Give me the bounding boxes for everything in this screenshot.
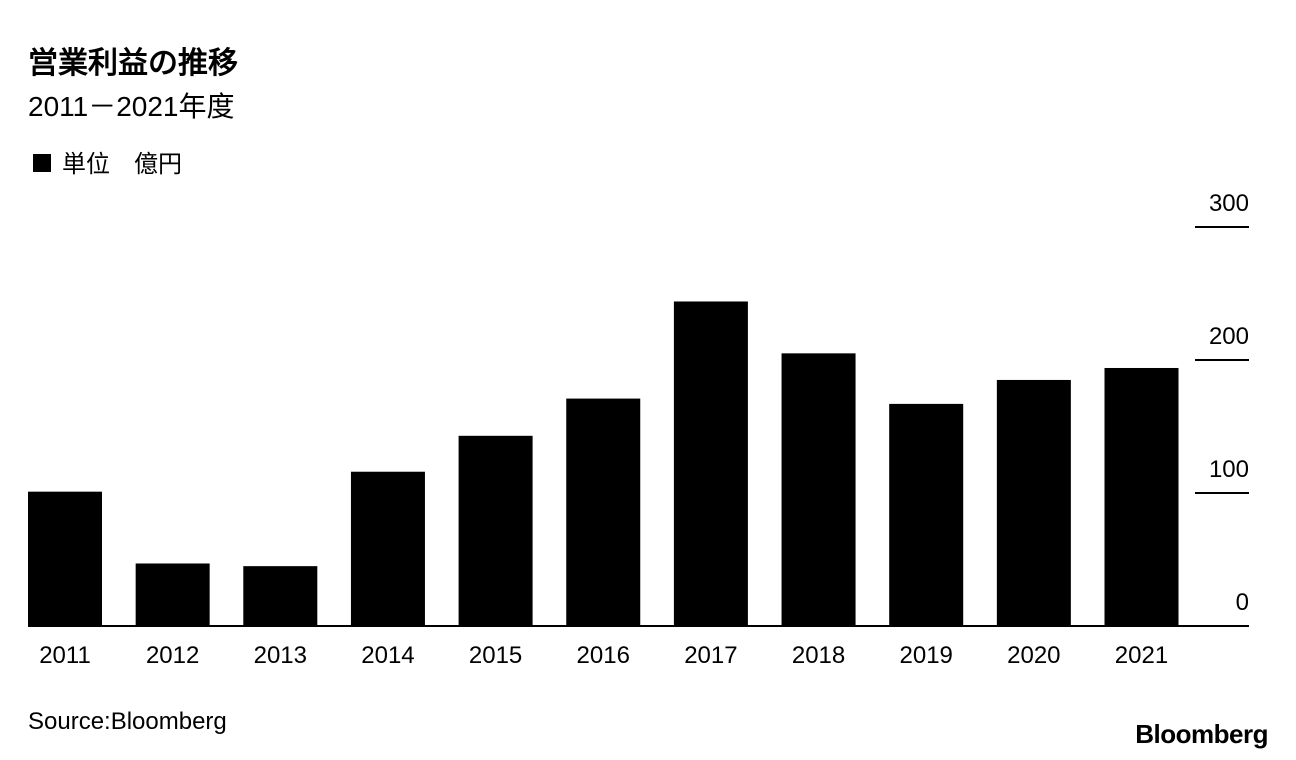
chart-subtitle: 2011－2021年度 (28, 91, 235, 122)
x-tick-label: 2014 (361, 642, 414, 669)
bar (458, 435, 533, 626)
bar (673, 301, 748, 626)
bar (350, 471, 425, 626)
bar (566, 398, 641, 626)
bar (1104, 367, 1179, 626)
y-tick-label: 100 (1209, 456, 1249, 483)
y-tick-label: 0 (1236, 589, 1249, 616)
x-tick-label: 2021 (1115, 642, 1168, 669)
x-tick-label: 2012 (146, 642, 199, 669)
x-tick-label: 2019 (900, 642, 953, 669)
bar (781, 353, 856, 626)
bar (889, 403, 964, 626)
x-tick-label: 2011 (39, 642, 91, 669)
x-tick-label: 2016 (577, 642, 630, 669)
unit-label: 単位 億円 (62, 151, 182, 178)
bar (996, 379, 1071, 626)
x-tick-label: 2018 (792, 642, 845, 669)
logo: Bloomberg (1135, 719, 1268, 749)
x-tick-label: 2015 (469, 642, 522, 669)
source: Source:Bloomberg (28, 708, 227, 735)
x-tick-label: 2020 (1007, 642, 1060, 669)
legend-swatch (33, 154, 51, 172)
bar (135, 563, 210, 626)
x-tick-label: 2013 (254, 642, 307, 669)
bar (28, 491, 102, 626)
y-tick-label: 200 (1209, 323, 1249, 350)
x-tick-label: 2017 (684, 642, 737, 669)
chart-title: 営業利益の推移 (28, 47, 238, 80)
y-tick-label: 300 (1209, 190, 1249, 217)
bar (243, 566, 318, 626)
